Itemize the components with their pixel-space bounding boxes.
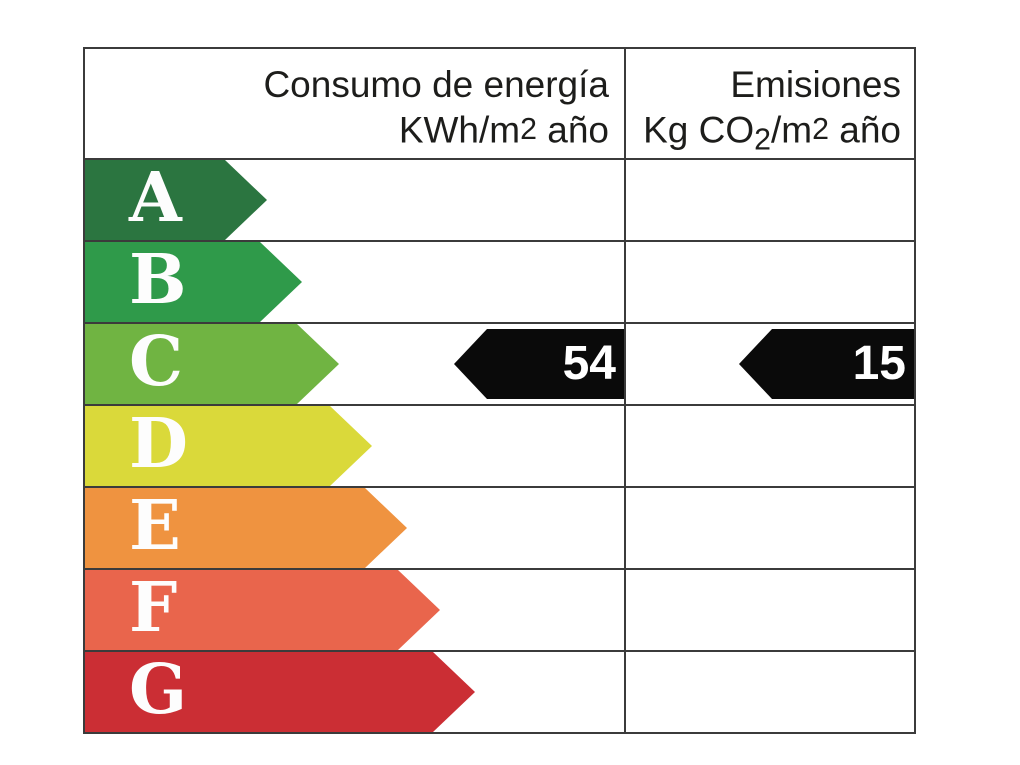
- emissions-cell-f: [626, 570, 914, 650]
- emissions-cell-b: [626, 242, 914, 322]
- rating-letter-e: E: [129, 486, 181, 566]
- emissions-value: 15: [852, 337, 906, 390]
- rating-bar-g: G: [85, 652, 475, 732]
- energy-rating-table: Consumo de energía KWh/m2 año Emisiones …: [83, 47, 916, 734]
- rating-row-a: A: [85, 160, 914, 242]
- emissions-unit: Kg CO2/m2 año: [643, 109, 901, 157]
- consumption-header: Consumo de energía KWh/m2 año: [85, 49, 626, 158]
- rating-bar-c: C: [85, 324, 339, 404]
- consumption-cell-g: G: [85, 652, 626, 732]
- rating-row-e: E: [85, 488, 914, 570]
- consumption-title: Consumo de energía: [263, 64, 609, 105]
- emissions-title: Emisiones: [730, 64, 901, 105]
- emissions-value-arrow: 15: [739, 329, 914, 399]
- consumption-cell-b: B: [85, 242, 626, 322]
- consumption-cell-a: A: [85, 160, 626, 240]
- emissions-cell-e: [626, 488, 914, 568]
- consumption-value-arrow: 54: [454, 329, 624, 399]
- rating-bar-d: D: [85, 406, 372, 486]
- rating-letter-d: D: [129, 404, 188, 484]
- consumption-cell-c: C 54: [85, 324, 626, 404]
- emissions-cell-a: [626, 160, 914, 240]
- rating-letter-a: A: [129, 158, 182, 238]
- rating-row-d: D: [85, 406, 914, 488]
- rating-letter-f: F: [129, 568, 178, 648]
- rating-letter-b: B: [129, 240, 187, 320]
- table-header: Consumo de energía KWh/m2 año Emisiones …: [85, 49, 914, 160]
- emissions-cell-d: [626, 406, 914, 486]
- consumption-cell-f: F: [85, 570, 626, 650]
- rating-row-g: G: [85, 652, 914, 732]
- rating-row-f: F: [85, 570, 914, 652]
- rating-letter-c: C: [129, 322, 184, 402]
- consumption-cell-e: E: [85, 488, 626, 568]
- emissions-cell-c: 15: [626, 324, 914, 404]
- rating-letter-g: G: [129, 650, 188, 730]
- rating-bar-a: A: [85, 160, 267, 240]
- rating-bar-b: B: [85, 242, 302, 322]
- rating-row-b: B: [85, 242, 914, 324]
- rating-bar-e: E: [85, 488, 407, 568]
- emissions-cell-g: [626, 652, 914, 732]
- consumption-cell-d: D: [85, 406, 626, 486]
- consumption-value: 54: [562, 337, 616, 390]
- emissions-header: Emisiones Kg CO2/m2 año: [626, 49, 914, 158]
- consumption-unit: KWh/m2 año: [398, 109, 609, 151]
- rating-row-c: C 54 15: [85, 324, 914, 406]
- rating-bar-f: F: [85, 570, 440, 650]
